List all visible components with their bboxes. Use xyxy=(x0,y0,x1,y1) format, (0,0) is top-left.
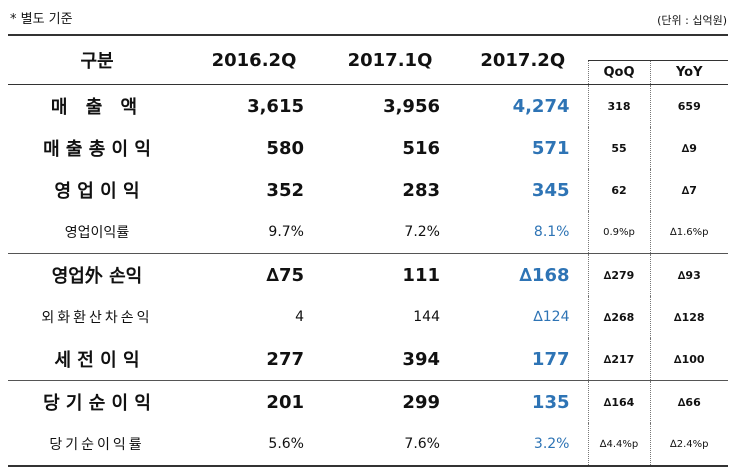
sub-header-row: QoQ YoY xyxy=(8,59,728,86)
cell-yoy: ∆2.4%p xyxy=(649,423,728,467)
cell-qoq: ∆4.4%p xyxy=(587,423,650,467)
header-category: 구분 xyxy=(8,34,186,85)
cell-2017-2q: 4,274 xyxy=(512,95,570,117)
row-label: 당 기 순 이 익 xyxy=(8,380,186,423)
header-qoq: QoQ xyxy=(587,59,650,86)
cell-2016-2q: 9.7% xyxy=(268,224,304,240)
row-label: 외화환산차손익 xyxy=(41,310,153,326)
cell-2017-2q: ∆168 xyxy=(458,253,588,296)
cell-2017-2q: 3.2% xyxy=(458,423,588,467)
table-row: 매 출 액 3,615 3,956 4,274 318 659 xyxy=(8,84,728,127)
cell-qoq: ∆217 xyxy=(587,338,650,381)
header-2016-2q: 2016.2Q xyxy=(186,34,322,85)
cell-yoy: 659 xyxy=(649,84,728,127)
row-label: 당기순이익률 xyxy=(8,423,186,467)
table-row: 외화환산차손익 4 144 ∆124 ∆268 ∆128 xyxy=(8,296,728,338)
cell-2016-2q: 201 xyxy=(186,380,322,423)
cell-2017-1q: 3,956 xyxy=(383,95,440,117)
cell-2016-2q: 3,615 xyxy=(247,95,304,117)
cell-qoq: 55 xyxy=(587,127,650,169)
cell-qoq: ∆268 xyxy=(587,296,650,338)
unit-note: (단위 : 십억원) xyxy=(657,14,727,27)
cell-qoq: 62 xyxy=(587,169,650,211)
row-label: 매 출 액 xyxy=(50,97,144,118)
table-row: 당기순이익률 5.6% 7.6% 3.2% ∆4.4%p ∆2.4%p xyxy=(8,423,728,467)
cell-2016-2q: 277 xyxy=(266,348,304,370)
header-2017-1q: 2017.1Q xyxy=(322,34,458,85)
row-label: 영 업 이 익 xyxy=(54,181,140,202)
financial-table: 구분 2016.2Q 2017.1Q 2017.2Q QoQ YoY 매 출 액… xyxy=(8,33,728,467)
cell-qoq: ∆164 xyxy=(587,380,650,423)
cell-2016-2q: 5.6% xyxy=(186,423,322,467)
cell-yoy: ∆7 xyxy=(649,169,728,211)
cell-2017-1q: 299 xyxy=(322,380,458,423)
table-row: 영업이익률 9.7% 7.2% 8.1% 0.9%p ∆1.6%p xyxy=(8,211,728,254)
header-yoy: YoY xyxy=(649,59,728,86)
table-row: 세 전 이 익 277 394 177 ∆217 ∆100 xyxy=(8,338,728,381)
header-row: 구분 2016.2Q 2017.1Q 2017.2Q xyxy=(8,33,728,85)
cell-2016-2q: 4 xyxy=(295,309,304,325)
row-label: 영업이익률 xyxy=(64,225,130,241)
table-row: 매 출 총 이 익 580 516 571 55 ∆9 xyxy=(8,127,728,169)
cell-yoy: ∆93 xyxy=(649,253,728,296)
header-change-blank xyxy=(588,33,728,61)
header-2017-2q: 2017.2Q xyxy=(458,34,588,85)
basis-note: * 별도 기준 xyxy=(10,12,73,27)
cell-2017-2q: 345 xyxy=(531,179,570,201)
row-label: 영업外 손익 xyxy=(8,253,186,296)
cell-2017-2q: 135 xyxy=(458,380,588,423)
cell-yoy: ∆1.6%p xyxy=(649,211,728,254)
cell-2017-1q: 144 xyxy=(413,309,440,325)
cell-qoq: 318 xyxy=(587,84,650,127)
cell-qoq: ∆279 xyxy=(587,253,650,296)
cell-yoy: ∆100 xyxy=(649,338,728,381)
table-row: 당 기 순 이 익 201 299 135 ∆164 ∆66 xyxy=(8,380,728,423)
cell-yoy: ∆9 xyxy=(649,127,728,169)
cell-2017-2q: ∆124 xyxy=(533,309,570,325)
cell-yoy: ∆128 xyxy=(649,296,728,338)
cell-2017-1q: 111 xyxy=(322,253,458,296)
cell-2017-1q: 283 xyxy=(402,179,440,201)
cell-2017-1q: 7.6% xyxy=(322,423,458,467)
table-row: 영 업 이 익 352 283 345 62 ∆7 xyxy=(8,169,728,211)
cell-2017-2q: 8.1% xyxy=(533,224,570,240)
row-label: 세 전 이 익 xyxy=(54,350,140,371)
cell-2017-2q: 177 xyxy=(531,348,570,370)
table-row: 영업外 손익 ∆75 111 ∆168 ∆279 ∆93 xyxy=(8,253,728,296)
cell-2017-1q: 394 xyxy=(402,348,440,370)
cell-qoq: 0.9%p xyxy=(587,211,650,254)
cell-2017-1q: 516 xyxy=(402,137,440,159)
cell-2017-2q: 571 xyxy=(531,137,570,159)
cell-2016-2q: 580 xyxy=(266,137,304,159)
cell-2016-2q: 352 xyxy=(266,179,304,201)
cell-yoy: ∆66 xyxy=(649,380,728,423)
cell-2017-1q: 7.2% xyxy=(404,224,440,240)
row-label: 매 출 총 이 익 xyxy=(43,139,151,160)
cell-2016-2q: ∆75 xyxy=(186,253,322,296)
